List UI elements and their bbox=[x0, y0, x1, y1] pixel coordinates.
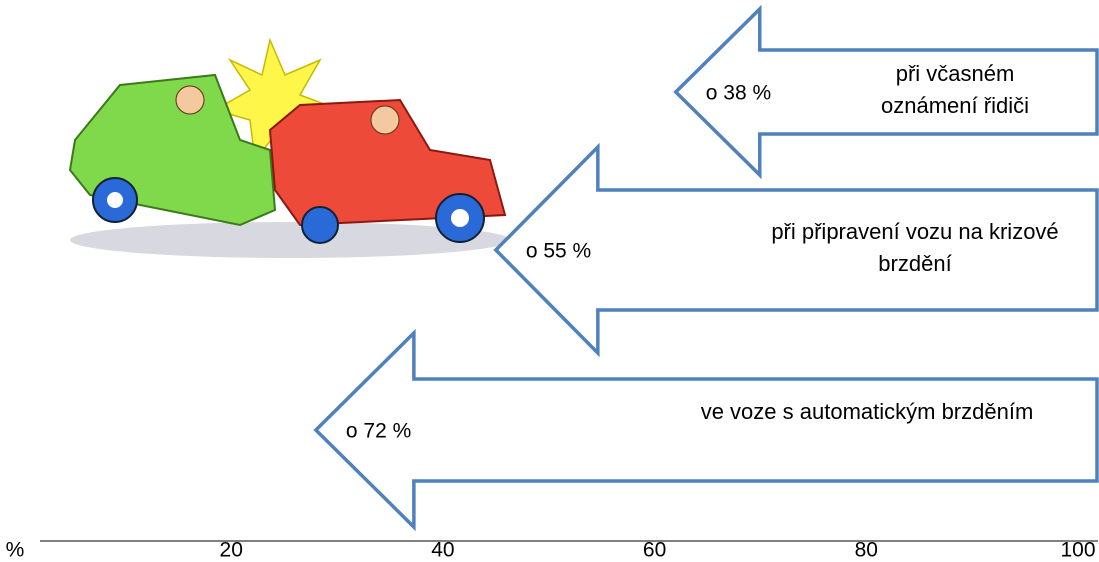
x-tick-label: 40 bbox=[431, 539, 454, 562]
x-axis-label: % bbox=[6, 539, 25, 562]
value-label: o 72 % bbox=[346, 420, 411, 443]
arrow-description: při připravení vozu na krizové brzdění bbox=[750, 216, 1080, 280]
value-label: o 55 % bbox=[526, 240, 591, 263]
arrow bbox=[316, 333, 1097, 527]
x-tick-label: 100 bbox=[1060, 539, 1095, 562]
arrow-description: ve voze s automatickým brzděním bbox=[697, 396, 1037, 428]
x-tick-label: 80 bbox=[855, 539, 878, 562]
arrow-description: při včasném oznámení řidiči bbox=[845, 58, 1065, 122]
x-tick-label: 20 bbox=[220, 539, 243, 562]
car-illustration bbox=[70, 40, 510, 258]
x-tick-label: 60 bbox=[643, 539, 666, 562]
value-label: o 38 % bbox=[706, 82, 771, 105]
page: %20406080100o 38 %o 55 %o 72 % (() => { … bbox=[0, 0, 1099, 562]
